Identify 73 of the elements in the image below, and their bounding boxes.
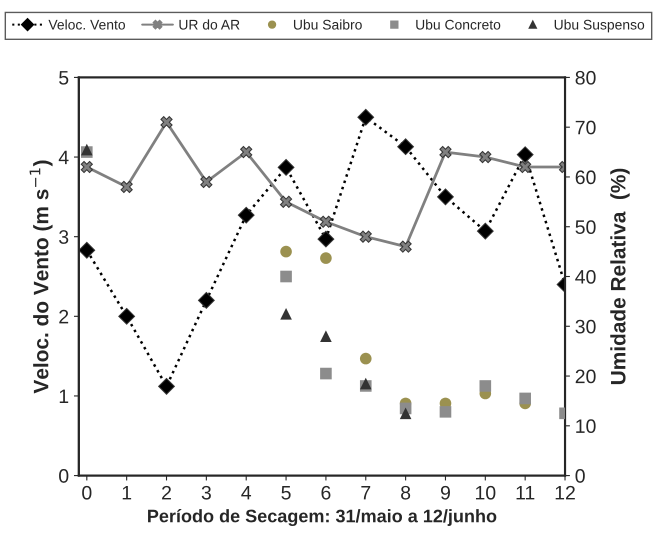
legend-label: Ubu Suspenso (554, 19, 644, 32)
point (200, 176, 212, 188)
point (519, 392, 531, 404)
y-tick-label: 5 (59, 71, 68, 85)
x-tick-label: 7 (361, 486, 370, 500)
point (440, 406, 452, 418)
x-tick-label: 11 (516, 486, 534, 500)
point (120, 180, 133, 193)
point (81, 144, 93, 156)
y2-tick-label: 50 (576, 220, 596, 234)
y2-tick-label: 70 (576, 120, 596, 134)
x-axis-title: Período de Secagem: 31/maio a 12/junho (148, 508, 496, 526)
point (320, 330, 332, 342)
point (158, 378, 175, 395)
point (357, 108, 374, 126)
point (320, 216, 332, 228)
x-tick-label: 0 (82, 486, 92, 500)
legend-label: Veloc. Vento (48, 19, 126, 30)
y-tick-label: 2 (59, 310, 68, 324)
y2-tick-label: 60 (576, 170, 596, 184)
legend-label: Ubu Saibro (294, 19, 362, 30)
point (80, 160, 93, 174)
point (280, 196, 292, 208)
point (240, 146, 252, 158)
point (476, 222, 494, 240)
point (439, 146, 452, 158)
point (280, 270, 292, 282)
point (280, 246, 292, 258)
point (400, 240, 412, 253)
y-tick-label: 1 (60, 390, 68, 403)
y-tick-label: 3 (59, 230, 68, 244)
point (198, 292, 215, 309)
x-tick-label: 12 (556, 486, 575, 500)
y-tick-label: 0 (59, 469, 68, 483)
x-tick-label: 2 (162, 486, 171, 500)
y2-tick-label: 80 (576, 70, 596, 85)
point (320, 368, 332, 380)
point (360, 352, 372, 364)
point (400, 408, 412, 420)
legend-label: UR do AR (179, 19, 240, 30)
x-tick-label: 9 (440, 486, 450, 500)
y2-tick-label: 10 (576, 419, 596, 434)
point (160, 116, 173, 128)
point (320, 252, 332, 264)
point (238, 206, 255, 224)
y-tick-label: 4 (58, 150, 69, 164)
point (78, 242, 96, 259)
y-axis-title: Veloc. do Vento (m s$^{−1}$) (30, 160, 53, 394)
x-tick-label: 10 (476, 486, 496, 500)
point (397, 138, 414, 156)
x-tick-label: 5 (281, 486, 291, 500)
point (280, 308, 292, 320)
y2-tick-label: 40 (575, 270, 596, 284)
y2-tick-label: 20 (576, 370, 596, 384)
point (437, 188, 454, 206)
point (516, 146, 534, 164)
x-tick-label: 3 (202, 486, 211, 500)
x-tick-label: 6 (321, 486, 330, 500)
x-tick-label: 8 (401, 486, 410, 500)
point (360, 230, 372, 243)
point (360, 378, 372, 390)
x-tick-label: 1 (122, 486, 132, 500)
point (479, 150, 492, 164)
x-tick-label: 4 (241, 486, 252, 500)
y2-tick-label: 0 (576, 469, 585, 483)
point (318, 230, 334, 248)
legend-label: Ubu Concreto (416, 19, 500, 30)
y2-tick-label: 30 (575, 320, 596, 334)
point (480, 380, 492, 392)
point (519, 160, 532, 174)
y2-axis-title: Umidade Relativa (%) (610, 168, 630, 384)
point (278, 159, 294, 176)
point (118, 308, 136, 325)
